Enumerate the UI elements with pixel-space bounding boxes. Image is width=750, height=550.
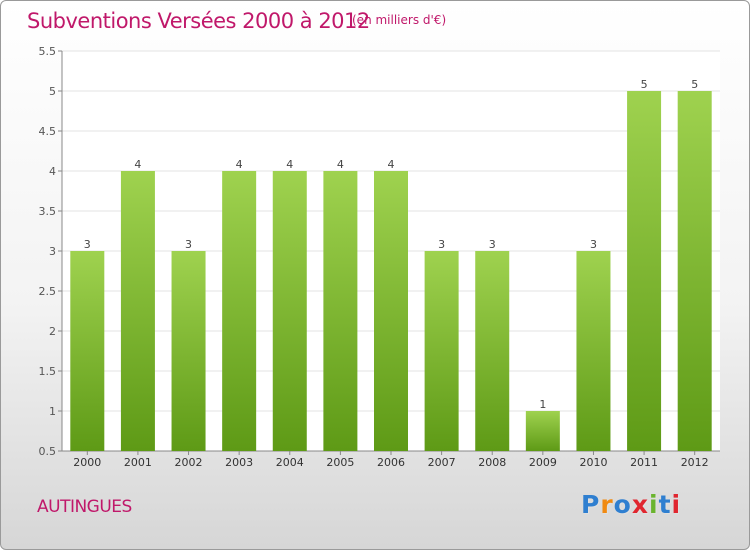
bar-2003 <box>222 171 257 451</box>
x-tick-label-2000: 2000 <box>73 456 101 469</box>
bar-2009 <box>525 411 560 451</box>
logo-letter: x <box>631 490 649 519</box>
x-tick-label-2007: 2007 <box>428 456 456 469</box>
y-tick-label: 1.5 <box>39 365 57 378</box>
bar-2008 <box>475 251 510 451</box>
data-label-2000: 3 <box>84 238 91 251</box>
bar-2000 <box>70 251 105 451</box>
y-tick-label: 4.5 <box>39 125 57 138</box>
data-label-2005: 4 <box>337 158 344 171</box>
logo-letter: r <box>600 490 614 519</box>
bar-2004 <box>272 171 307 451</box>
bar-2007 <box>424 251 459 451</box>
y-tick-label: 2.5 <box>39 285 57 298</box>
bar-2010 <box>576 251 611 451</box>
x-tick-label-2009: 2009 <box>529 456 557 469</box>
bar-2006 <box>374 171 408 451</box>
x-tick-label-2005: 2005 <box>326 456 354 469</box>
x-tick-label-2010: 2010 <box>579 456 607 469</box>
logo-letter: o <box>613 490 632 519</box>
y-tick-label: 2 <box>49 325 56 338</box>
data-label-2002: 3 <box>185 238 192 251</box>
data-label-2003: 4 <box>236 158 243 171</box>
x-tick-label-2004: 2004 <box>276 456 304 469</box>
logo-letter: i <box>649 490 659 519</box>
x-tick-label-2012: 2012 <box>681 456 709 469</box>
data-label-2004: 4 <box>286 158 293 171</box>
y-tick-label: 5.5 <box>39 45 57 58</box>
chart-subtitle: (en milliers d'€) <box>352 13 447 27</box>
logo-letter: i <box>671 490 682 519</box>
data-label-2011: 5 <box>641 78 648 91</box>
x-tick-label-2001: 2001 <box>124 456 152 469</box>
chart-title: Subventions Versées 2000 à 2012 <box>27 9 370 33</box>
data-label-2010: 3 <box>590 238 597 251</box>
commune-name: AUTINGUES <box>37 497 132 517</box>
y-tick-label: 0.5 <box>39 445 57 458</box>
bar-2005 <box>323 171 358 451</box>
data-label-2001: 4 <box>134 158 141 171</box>
data-label-2006: 4 <box>388 158 395 171</box>
bar-2001 <box>120 171 155 451</box>
y-tick-label: 5 <box>49 85 56 98</box>
y-tick-label: 4 <box>49 165 56 178</box>
x-tick-label-2011: 2011 <box>630 456 658 469</box>
bar-2002 <box>171 251 206 451</box>
x-tick-label-2008: 2008 <box>478 456 506 469</box>
x-tick-label-2003: 2003 <box>225 456 253 469</box>
data-label-2009: 1 <box>539 398 546 411</box>
logo-letter: P <box>581 490 601 519</box>
bar-2012 <box>677 91 712 451</box>
y-tick-label: 3.5 <box>39 205 57 218</box>
data-label-2008: 3 <box>489 238 496 251</box>
proxiti-logo[interactable]: Proxiti <box>581 490 681 519</box>
x-tick-label-2002: 2002 <box>175 456 203 469</box>
data-label-2012: 5 <box>691 78 698 91</box>
data-label-2007: 3 <box>438 238 445 251</box>
x-tick-label-2006: 2006 <box>377 456 405 469</box>
y-tick-label: 1 <box>49 405 56 418</box>
logo-letter: t <box>658 490 672 519</box>
y-tick-label: 3 <box>49 245 56 258</box>
bar-2011 <box>627 91 662 451</box>
